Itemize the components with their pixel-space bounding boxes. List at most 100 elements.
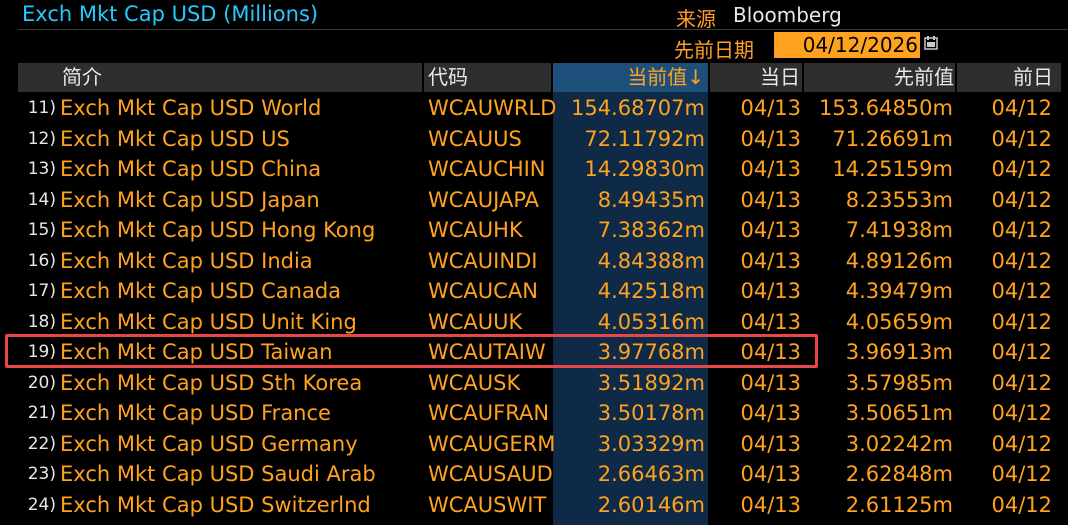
current-value: 8.49435m [597, 187, 705, 212]
previous-value: 14.25159m [832, 157, 953, 181]
ticker-code: WCAUUK [428, 309, 523, 334]
prev-date-input[interactable]: 04/12/2026 [774, 32, 920, 58]
row-number: 22) [27, 433, 56, 454]
table-row[interactable]: 12) Exch Mkt Cap USD US WCAUUS 72.11792m 04/… [18, 124, 1068, 155]
column-divider [708, 63, 710, 92]
ticker-code: WCAUHK [428, 218, 523, 242]
current-date: 04/13 [740, 248, 801, 273]
current-value: 2.60146m [597, 492, 705, 517]
row-number: 13) [27, 159, 56, 179]
previous-value: 3.50651m [845, 401, 953, 425]
column-divider [422, 63, 424, 92]
calendar-icon[interactable] [924, 36, 938, 50]
previous-value: 2.61125m [845, 492, 953, 517]
previous-value: 3.96913m [845, 340, 953, 364]
row-number: 12) [27, 128, 56, 149]
column-header-ticker[interactable]: 代码 [428, 65, 468, 89]
ticker-code: WCAUINDI [428, 248, 538, 273]
security-name: Exch Mkt Cap USD US [60, 126, 290, 151]
table-header: 简介 代码 当前值↓ 当日 先前值 前日 [18, 63, 1061, 92]
current-value: 14.29830m [584, 157, 705, 181]
previous-date: 04/12 [991, 462, 1052, 486]
page-title: Exch Mkt Cap USD (Millions) [22, 2, 319, 26]
table-row[interactable]: 19) Exch Mkt Cap USD Taiwan WCAUTAIW 3.9776… [18, 337, 1068, 368]
security-name: Exch Mkt Cap USD Saudi Arab [60, 462, 376, 486]
previous-date: 04/12 [991, 96, 1052, 120]
current-value: 3.97768m [597, 340, 705, 364]
security-name: Exch Mkt Cap USD Japan [60, 187, 320, 212]
previous-date: 04/12 [991, 126, 1052, 151]
previous-value: 153.64850m [818, 96, 953, 120]
current-value: 3.03329m [597, 431, 705, 456]
current-value: 72.11792m [584, 126, 705, 151]
current-date: 04/13 [740, 431, 801, 456]
column-divider [802, 63, 804, 92]
previous-value: 4.89126m [845, 248, 953, 273]
table-row[interactable]: 18) Exch Mkt Cap USD Unit King WCAUUK 4.053… [18, 307, 1068, 338]
table-row[interactable]: 15) Exch Mkt Cap USD Hong Kong WCAUHK 7.383… [18, 215, 1068, 246]
table-row[interactable]: 17) Exch Mkt Cap USD Canada WCAUCAN 4.42518… [18, 276, 1068, 307]
current-value: 154.68707m [570, 96, 705, 120]
table-row[interactable]: 24) Exch Mkt Cap USD Switzerlnd WCAUSWIT 2.… [18, 490, 1068, 521]
current-date: 04/13 [740, 370, 801, 395]
current-date: 04/13 [740, 187, 801, 212]
table-row[interactable]: 13) Exch Mkt Cap USD China WCAUCHIN 14.2983… [18, 154, 1068, 185]
column-header-current-date[interactable]: 当日 [760, 65, 800, 89]
ticker-code: WCAUFRAN [428, 401, 550, 425]
previous-value: 2.62848m [845, 462, 953, 486]
current-date: 04/13 [740, 126, 801, 151]
ticker-code: WCAUUS [428, 126, 522, 151]
security-name: Exch Mkt Cap USD Germany [60, 431, 358, 456]
column-header-previous-value[interactable]: 先前值 [894, 65, 954, 89]
column-header-previous-date[interactable]: 前日 [1013, 65, 1053, 89]
current-value: 4.84388m [597, 248, 705, 273]
current-value: 4.05316m [597, 309, 705, 334]
current-date: 04/13 [740, 401, 801, 425]
column-header-profile[interactable]: 简介 [62, 65, 102, 89]
previous-value: 3.02242m [845, 431, 953, 456]
current-value: 3.50178m [597, 401, 705, 425]
security-name: Exch Mkt Cap USD Taiwan [60, 340, 333, 364]
previous-date: 04/12 [991, 401, 1052, 425]
ticker-code: WCAUTAIW [428, 340, 546, 364]
security-name: Exch Mkt Cap USD France [60, 401, 331, 425]
previous-value: 71.26691m [832, 126, 953, 151]
title-divider [18, 29, 1068, 30]
row-number: 11) [27, 98, 56, 118]
row-number: 14) [27, 189, 56, 210]
previous-date: 04/12 [991, 370, 1052, 395]
table-row[interactable]: 11) Exch Mkt Cap USD World WCAUWRLD 154.687… [18, 93, 1068, 124]
previous-date: 04/12 [991, 248, 1052, 273]
row-number: 23) [27, 464, 56, 484]
table-row[interactable]: 23) Exch Mkt Cap USD Saudi Arab WCAUSAUD 2.… [18, 459, 1068, 490]
row-highlight-box [5, 334, 818, 368]
previous-date: 04/12 [991, 492, 1052, 517]
current-date: 04/13 [740, 309, 801, 334]
table-row[interactable]: 21) Exch Mkt Cap USD France WCAUFRAN 3.5017… [18, 398, 1068, 429]
sorted-column-background [553, 92, 708, 525]
current-date: 04/13 [740, 340, 801, 364]
table-row[interactable]: 16) Exch Mkt Cap USD India WCAUINDI 4.84388… [18, 246, 1068, 277]
current-date: 04/13 [740, 96, 801, 120]
table-row[interactable]: 22) Exch Mkt Cap USD Germany WCAUGERM 3.033… [18, 429, 1068, 460]
column-header-current-value[interactable]: 当前值↓ [553, 63, 708, 92]
source-value: Bloomberg [733, 3, 842, 27]
ticker-code: WCAUGERM [428, 431, 556, 456]
row-number: 19) [27, 342, 56, 362]
row-number: 20) [27, 372, 56, 393]
prev-date-label: 先前日期 [674, 38, 754, 62]
previous-value: 4.39479m [845, 279, 953, 303]
current-date: 04/13 [740, 279, 801, 303]
ticker-code: WCAUCHIN [428, 157, 546, 181]
ticker-code: WCAUWRLD [428, 96, 557, 120]
previous-value: 8.23553m [845, 187, 953, 212]
row-number: 17) [27, 281, 56, 301]
row-number: 15) [27, 220, 56, 240]
security-name: Exch Mkt Cap USD Switzerlnd [60, 492, 371, 517]
previous-date: 04/12 [991, 279, 1052, 303]
security-name: Exch Mkt Cap USD China [60, 157, 322, 181]
table-row[interactable]: 14) Exch Mkt Cap USD Japan WCAUJAPA 8.49435… [18, 185, 1068, 216]
ticker-code: WCAUJAPA [428, 187, 540, 212]
table-row[interactable]: 20) Exch Mkt Cap USD Sth Korea WCAUSK 3.518… [18, 368, 1068, 399]
ticker-code: WCAUSWIT [428, 492, 547, 517]
